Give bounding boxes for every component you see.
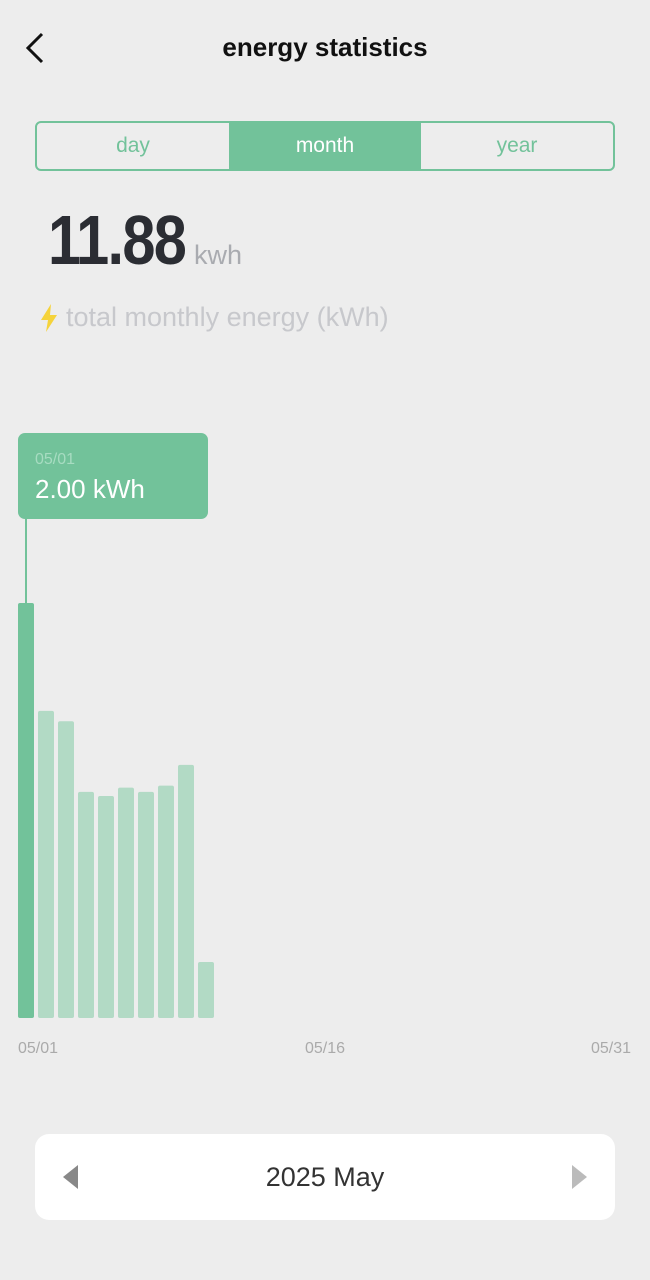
- period-navigator: 2025 May: [35, 1134, 615, 1220]
- tooltip-date: 05/01: [35, 451, 75, 468]
- tooltip-value: 2.00 kWh: [35, 474, 145, 504]
- bar-05/04[interactable]: [78, 791, 94, 1018]
- period-label: 2025 May: [265, 1161, 385, 1192]
- total-value: 11.88: [48, 201, 187, 279]
- bar-05/06[interactable]: [118, 787, 134, 1018]
- total-unit: kwh: [194, 240, 243, 270]
- x-tick-label: 05/01: [18, 1040, 58, 1057]
- bar-05/08[interactable]: [158, 785, 174, 1018]
- x-tick-label: 05/31: [591, 1040, 631, 1057]
- total-energy: 11.88 kwh: [48, 200, 242, 280]
- back-button[interactable]: [22, 32, 52, 64]
- bar-05/03[interactable]: [58, 721, 74, 1018]
- bar-05/07[interactable]: [138, 791, 154, 1018]
- total-caption: total monthly energy (kWh): [38, 302, 389, 333]
- page-title: energy statistics: [222, 32, 428, 62]
- tab-month[interactable]: month: [229, 123, 421, 169]
- x-tick-label: 05/16: [305, 1040, 345, 1057]
- energy-bar-chart: 05/01 2.00 kWh 05/01 05/16 05/31: [18, 433, 631, 1057]
- tab-day[interactable]: day: [116, 134, 150, 157]
- bar-05/10[interactable]: [198, 961, 214, 1018]
- bar-05/02[interactable]: [38, 710, 54, 1018]
- triangle-left-icon[interactable]: [61, 1164, 81, 1190]
- caption-text: total monthly energy (kWh): [66, 302, 389, 332]
- bar-05/01[interactable]: [18, 603, 34, 1018]
- lightning-icon: [41, 303, 57, 332]
- bar-05/09[interactable]: [178, 764, 194, 1018]
- chevron-left-icon: [25, 32, 44, 64]
- period-segmented-control: day month year: [35, 121, 615, 171]
- tooltip-box: [18, 433, 208, 519]
- tab-year[interactable]: year: [496, 134, 538, 157]
- bar-05/05[interactable]: [98, 795, 114, 1018]
- triangle-right-icon[interactable]: [569, 1164, 589, 1190]
